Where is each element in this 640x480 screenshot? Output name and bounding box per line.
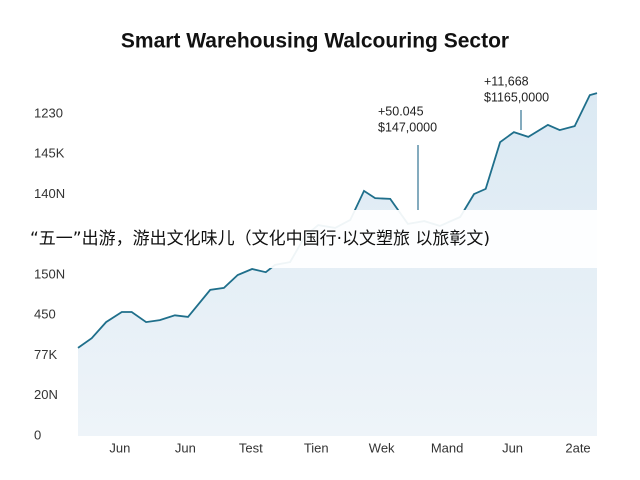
annotation: +11,668 (484, 74, 529, 88)
y-tick-label: 145K (34, 146, 65, 161)
x-tick-label: Test (239, 440, 263, 455)
overlay-text: “五一”出游，游出文化味儿（文化中国行·以文塑旅 以旅彰文) (0, 210, 640, 268)
y-tick-label: 77K (34, 347, 57, 362)
x-tick-label: Jun (502, 440, 523, 455)
y-tick-label: 140N (34, 186, 65, 201)
y-tick-label: 0 (34, 427, 41, 442)
x-tick-label: Wek (369, 440, 395, 455)
y-tick-label: 450 (34, 307, 56, 322)
x-tick-label: Jun (175, 440, 196, 455)
annotation: +50.045 (378, 104, 424, 118)
x-tick-label: Jun (109, 440, 130, 455)
y-tick-label: 150N (34, 266, 65, 281)
chart-title: Smart Warehousing Walcouring Sector (121, 30, 509, 53)
annotation: $147,0000 (378, 120, 437, 134)
y-tick-label: 20N (34, 387, 58, 402)
x-tick-label: Tien (304, 440, 329, 455)
x-tick-label: Mand (431, 440, 464, 455)
x-tick-label: 2ate (565, 440, 590, 455)
y-tick-label: 1230 (34, 105, 63, 120)
annotation: $1165,0000 (484, 90, 549, 104)
